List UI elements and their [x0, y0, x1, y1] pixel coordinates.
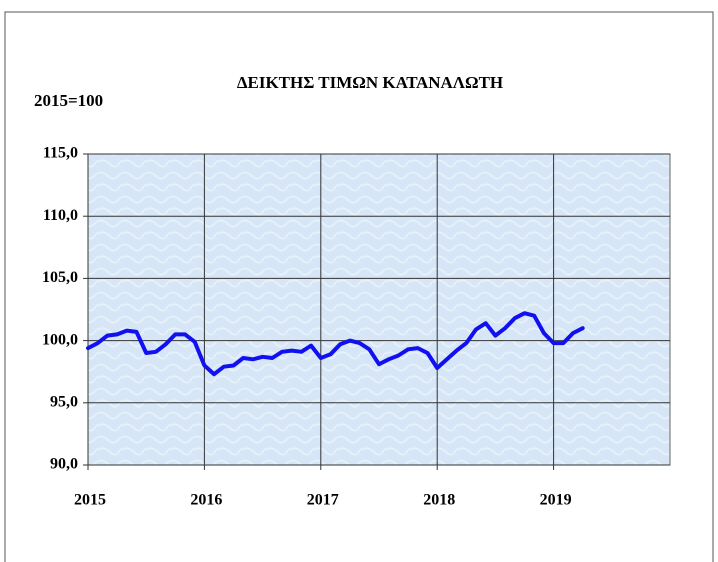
plot-area [87, 153, 671, 466]
y-tick-label: 90,0 [50, 456, 78, 473]
y-tick-label: 115,0 [43, 145, 78, 162]
y-tick-label: 100,0 [42, 331, 78, 348]
y-tick-label: 105,0 [42, 269, 78, 286]
chart-subtitle: 2015=100 [34, 91, 103, 110]
x-tick-label: 2015 [74, 492, 106, 509]
chart-title: ΔΕΙΚΤΗΣ ΤΙΜΩΝ ΚΑΤΑΝΑΛΩΤΗ [237, 73, 503, 92]
x-tick-label: 2019 [540, 492, 572, 509]
data-line [86, 311, 585, 377]
x-tick-label: 2018 [423, 492, 455, 509]
y-tick-label: 95,0 [50, 393, 78, 410]
x-tick-label: 2016 [190, 492, 222, 509]
y-tick-label: 110,0 [43, 207, 78, 224]
x-tick-label: 2017 [307, 492, 339, 509]
